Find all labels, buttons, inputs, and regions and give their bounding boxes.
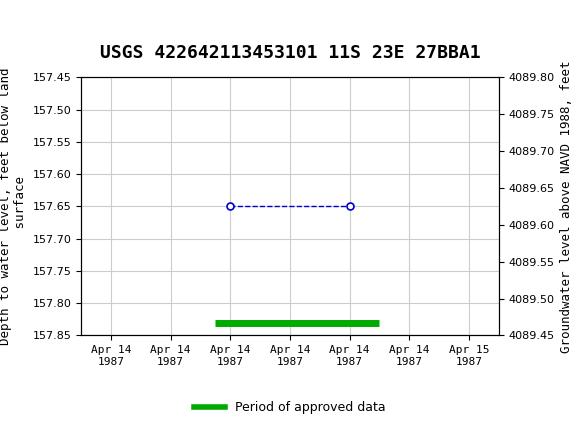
Text: ▃USGS: ▃USGS bbox=[12, 16, 70, 35]
Y-axis label: Groundwater level above NAVD 1988, feet: Groundwater level above NAVD 1988, feet bbox=[560, 60, 573, 353]
Legend: Period of approved data: Period of approved data bbox=[189, 396, 391, 419]
Y-axis label: Depth to water level, feet below land
 surface: Depth to water level, feet below land su… bbox=[0, 68, 27, 345]
Text: USGS 422642113453101 11S 23E 27BBA1: USGS 422642113453101 11S 23E 27BBA1 bbox=[100, 44, 480, 62]
